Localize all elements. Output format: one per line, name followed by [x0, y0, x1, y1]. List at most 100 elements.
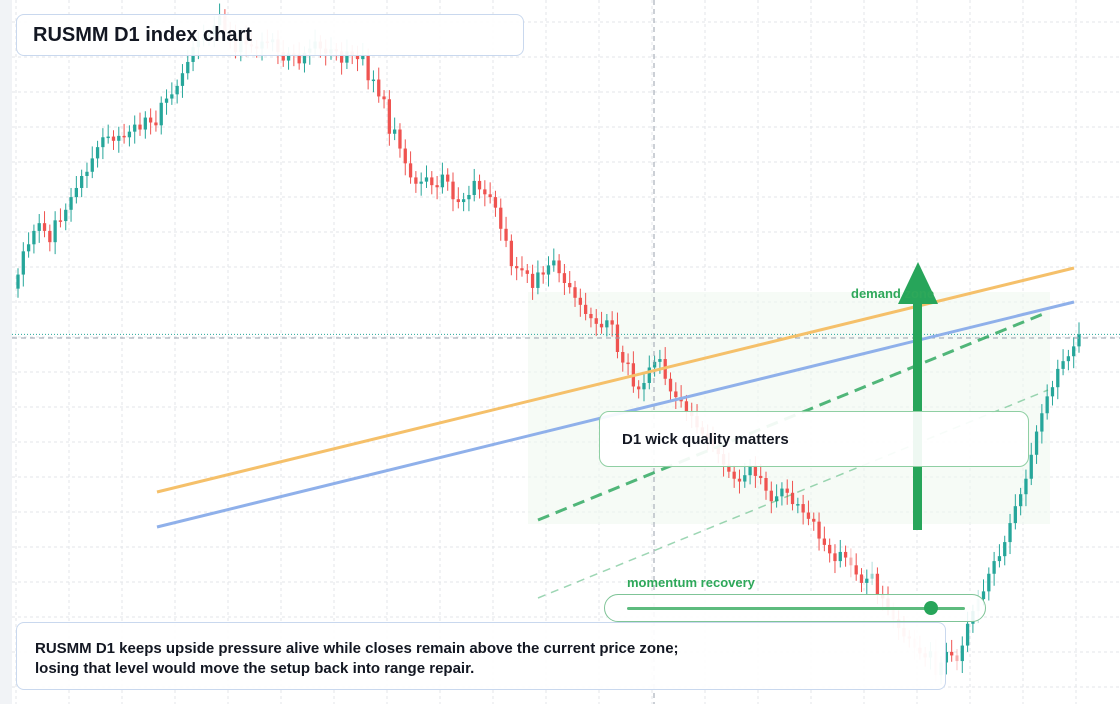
- candle-body: [605, 320, 609, 328]
- candle-body: [652, 361, 657, 368]
- candle-body: [509, 240, 514, 267]
- candle-body: [865, 578, 869, 583]
- candle-body: [530, 273, 535, 288]
- candle-body: [382, 96, 386, 100]
- candle-body: [732, 471, 736, 479]
- candle-body: [424, 177, 429, 182]
- candle-body: [281, 52, 285, 61]
- candle-body: [1045, 396, 1049, 414]
- candle-body: [175, 85, 179, 95]
- candle-body: [366, 54, 370, 81]
- candle-body: [164, 98, 169, 103]
- summary-line-2: losing that level would move the setup b…: [35, 660, 475, 677]
- candle-body: [1056, 368, 1060, 388]
- momentum-knob[interactable]: [924, 601, 939, 615]
- candle-body: [843, 551, 848, 558]
- candle-body: [965, 623, 970, 646]
- candle-body: [32, 230, 36, 245]
- demand-zone-label: demand zone: [851, 286, 935, 301]
- candle-body: [451, 181, 455, 200]
- momentum-label: momentum recovery: [627, 575, 755, 590]
- candle-body: [297, 54, 301, 64]
- candle-body: [393, 129, 397, 134]
- note-box: D1 wick quality matters: [599, 411, 1029, 467]
- candle-body: [822, 538, 827, 545]
- candle-body: [117, 135, 121, 141]
- candle-body: [573, 287, 577, 298]
- candle-body: [647, 367, 651, 383]
- candle-body: [1040, 413, 1044, 432]
- candle-body: [21, 251, 25, 275]
- candle-body: [546, 265, 551, 275]
- candle-body: [1066, 356, 1071, 362]
- candle-body: [37, 223, 41, 231]
- candle-body: [446, 174, 450, 182]
- candle-body: [1013, 506, 1017, 524]
- candle-body: [80, 176, 84, 188]
- candle-body: [668, 378, 673, 392]
- candle-body: [377, 79, 381, 97]
- candle-body: [414, 177, 418, 184]
- candle-body: [1008, 523, 1012, 543]
- momentum-gauge: [604, 594, 986, 622]
- candle-body: [801, 504, 805, 513]
- candle-body: [536, 272, 540, 288]
- candle-body: [48, 230, 52, 243]
- candle-body: [743, 475, 747, 482]
- candle-body: [127, 131, 132, 138]
- candle-body: [955, 655, 959, 662]
- candle-body: [138, 124, 142, 130]
- candle-body: [674, 391, 678, 398]
- candle-body: [599, 323, 604, 328]
- candle-body: [1029, 454, 1033, 479]
- candle-body: [90, 158, 94, 172]
- green-thin-dashed-trendline: [537, 389, 1049, 599]
- candle-body: [477, 180, 482, 190]
- candle-body: [1050, 387, 1055, 397]
- candle-body: [180, 73, 185, 86]
- candle-body: [578, 297, 582, 305]
- candle-body: [785, 488, 789, 493]
- candle-body: [339, 51, 344, 63]
- candle-body: [154, 122, 158, 126]
- candle-body: [626, 362, 630, 365]
- candle-body: [122, 135, 126, 138]
- candle-body: [859, 574, 864, 583]
- summary-line-1: RUSMM D1 keeps upside pressure alive whi…: [35, 640, 679, 657]
- candle-body: [69, 197, 73, 210]
- candle-body: [1019, 494, 1023, 507]
- candle-body: [148, 117, 153, 123]
- candle-body: [780, 488, 784, 497]
- candle-body: [520, 268, 524, 271]
- candle-body: [806, 512, 811, 519]
- candle-body: [950, 651, 954, 656]
- candle-body: [774, 496, 779, 502]
- candle-body: [838, 551, 842, 562]
- candle-body: [493, 197, 498, 208]
- candle-body: [594, 318, 598, 324]
- candle-body: [753, 465, 758, 476]
- candle-body: [408, 163, 413, 178]
- note-text: D1 wick quality matters: [622, 430, 789, 448]
- candle-body: [992, 561, 996, 574]
- candle-body: [875, 573, 880, 595]
- candle-body: [812, 518, 816, 522]
- candle-body: [727, 464, 731, 472]
- candle-body: [398, 129, 402, 149]
- candle-body: [541, 272, 545, 275]
- candle-body: [361, 54, 365, 60]
- candle-body: [472, 180, 476, 196]
- candle-body: [483, 189, 487, 195]
- summary-box: RUSMM D1 keeps upside pressure alive whi…: [16, 622, 946, 690]
- candle-body: [85, 171, 89, 176]
- candle-body: [186, 61, 190, 74]
- candle-body: [583, 304, 588, 314]
- candle-body: [387, 99, 391, 134]
- candle-body: [1024, 478, 1028, 495]
- candle-body: [1034, 431, 1039, 455]
- candle-body: [737, 478, 742, 482]
- candle-body: [403, 148, 407, 164]
- candle-body: [960, 645, 964, 662]
- candle-body: [589, 313, 593, 319]
